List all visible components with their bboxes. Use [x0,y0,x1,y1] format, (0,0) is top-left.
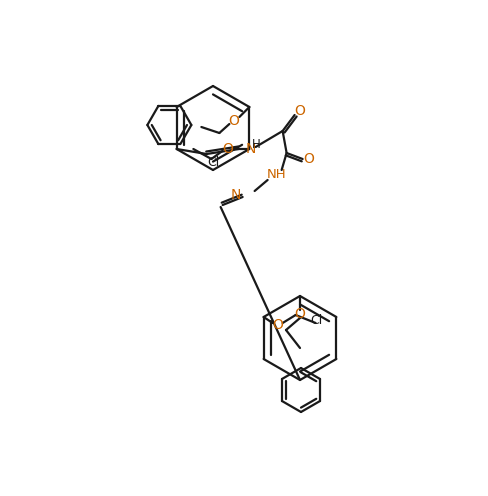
Text: O: O [272,318,283,332]
Text: O: O [222,142,232,156]
Text: Cl: Cl [206,156,219,169]
Text: N: N [245,142,256,156]
Text: NH: NH [266,169,286,182]
Text: Cl: Cl [309,313,322,326]
Text: H: H [252,138,261,151]
Text: O: O [294,104,305,118]
Text: N: N [230,188,240,202]
Text: O: O [294,307,305,321]
Text: O: O [227,114,238,128]
Text: O: O [303,152,313,166]
